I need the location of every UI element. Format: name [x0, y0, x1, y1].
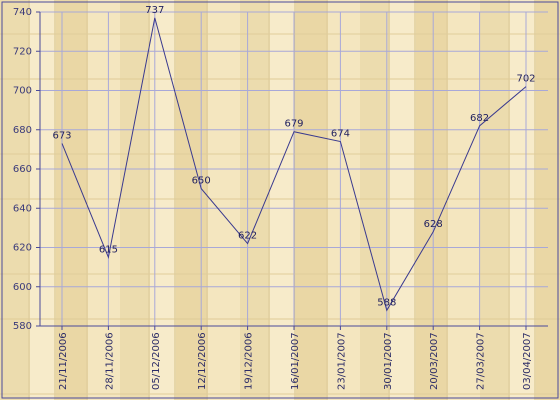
x-tick-label: 28/11/2006	[104, 332, 115, 390]
y-tick-label: 600	[13, 282, 32, 293]
y-tick-label: 720	[13, 46, 32, 57]
data-label: 682	[470, 113, 489, 124]
x-tick-label: 27/03/2007	[476, 332, 487, 390]
data-label: 737	[145, 5, 164, 16]
y-tick-label: 640	[13, 203, 32, 214]
series-line	[61, 17, 527, 312]
x-tick-label: 30/01/2007	[383, 332, 394, 390]
x-tick-label: 12/12/2006	[197, 332, 208, 390]
y-tick-label: 660	[13, 164, 32, 175]
data-label: 615	[99, 244, 118, 255]
data-label: 588	[377, 297, 396, 308]
y-tick-label: 620	[13, 243, 32, 254]
data-label: 679	[284, 119, 303, 130]
y-tick-label: 680	[13, 125, 32, 136]
y-tick-label: 740	[13, 7, 32, 18]
grid-layer	[40, 11, 548, 327]
x-tick-label: 21/11/2006	[58, 332, 69, 390]
label-layer: 580 600 620 640 660 680 700 720 740 21/11/2006 28/…	[13, 5, 536, 390]
x-tick-label: 20/03/2007	[429, 332, 440, 390]
data-label: 622	[238, 231, 257, 242]
y-tick-label: 700	[13, 86, 32, 97]
data-label: 673	[52, 130, 71, 141]
data-label: 702	[516, 74, 535, 85]
x-tick-label: 19/12/2006	[244, 332, 255, 390]
data-label: 628	[424, 219, 443, 230]
x-tick-label: 05/12/2006	[151, 332, 162, 390]
data-label: 674	[331, 129, 350, 140]
x-tick-label: 23/01/2007	[336, 332, 347, 390]
data-label: 650	[192, 176, 211, 187]
series-layer	[61, 17, 527, 312]
x-tick-label: 16/01/2007	[290, 332, 301, 390]
y-tick-label: 580	[13, 321, 32, 332]
x-tick-label: 03/04/2007	[522, 332, 533, 390]
